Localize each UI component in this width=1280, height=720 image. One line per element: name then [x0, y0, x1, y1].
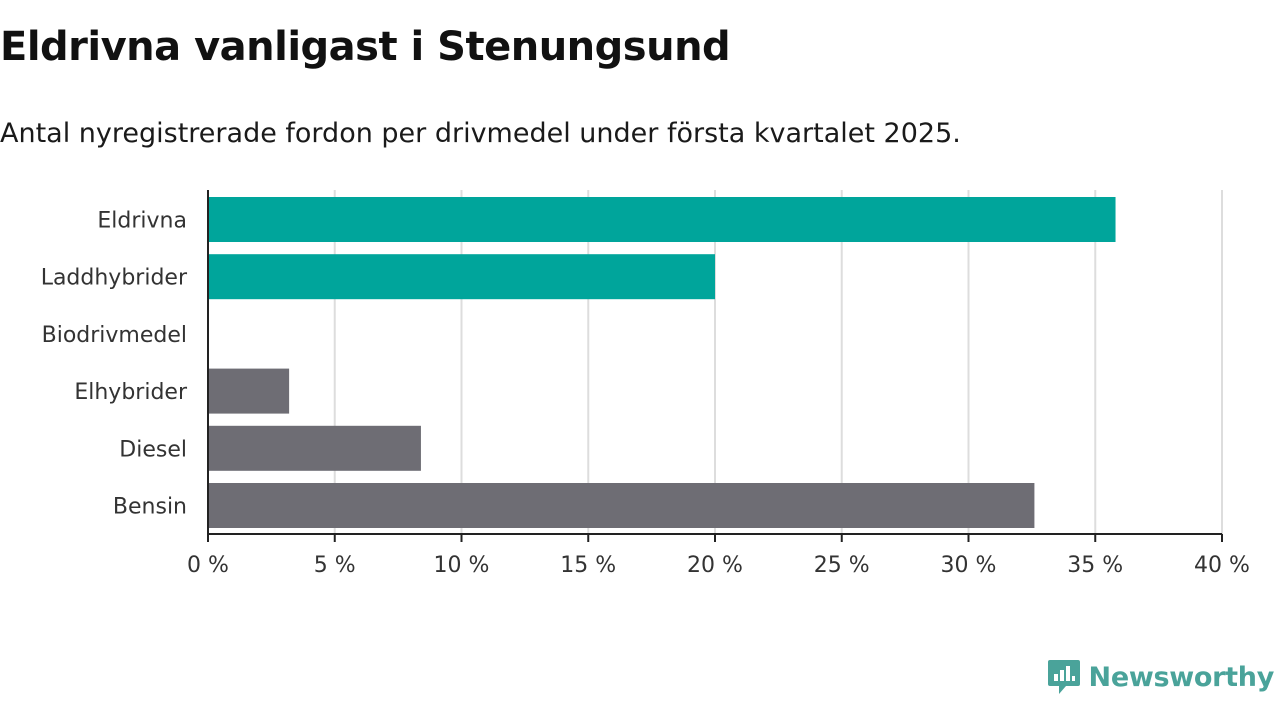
x-tick-label-15: 15 % [560, 553, 616, 578]
category-label-eldrivna: Eldrivna [97, 209, 187, 234]
newsworthy-logo-icon [1047, 660, 1080, 694]
x-tick-label-40: 40 % [1194, 553, 1250, 578]
grid-lines [333, 190, 1223, 534]
category-label-diesel: Diesel [119, 437, 187, 462]
bar-eldrivna [208, 197, 1116, 242]
category-label-elhybrider: Elhybrider [74, 380, 188, 405]
x-tick-label-30: 30 % [941, 553, 997, 578]
x-tick-label-0: 0 % [187, 553, 229, 578]
bar-diesel [208, 425, 421, 471]
bar-laddhybrider [208, 254, 715, 300]
chart-subtitle: Antal nyregistrerade fordon per drivmede… [0, 118, 961, 149]
bar-bensin [208, 483, 1035, 528]
bars [208, 197, 1116, 528]
x-tick-label-25: 25 % [814, 553, 870, 578]
x-tick-label-10: 10 % [434, 553, 490, 578]
category-label-bensin: Bensin [113, 495, 187, 520]
x-axis: 0 % 5 % 10 % 15 % 20 % 25 % 30 % 35 % 40 % [187, 190, 1250, 578]
category-label-laddhybrider: Laddhybrider [41, 266, 188, 291]
x-tick-label-5: 5 % [314, 553, 356, 578]
x-tick-label-20: 20 % [687, 553, 743, 578]
x-tick-label-35: 35 % [1067, 553, 1123, 578]
brand-name: Newsworthy [1088, 661, 1275, 693]
chart-title: Eldrivna vanligast i Stenungsund [0, 24, 731, 70]
category-labels: Eldrivna Laddhybrider Biodrivmedel Elhybrid… [41, 209, 188, 520]
bar-elhybrider [208, 368, 290, 414]
brand-logo: Newsworthy [1047, 658, 1274, 696]
category-label-biodrivmedel: Biodrivmedel [42, 323, 187, 348]
